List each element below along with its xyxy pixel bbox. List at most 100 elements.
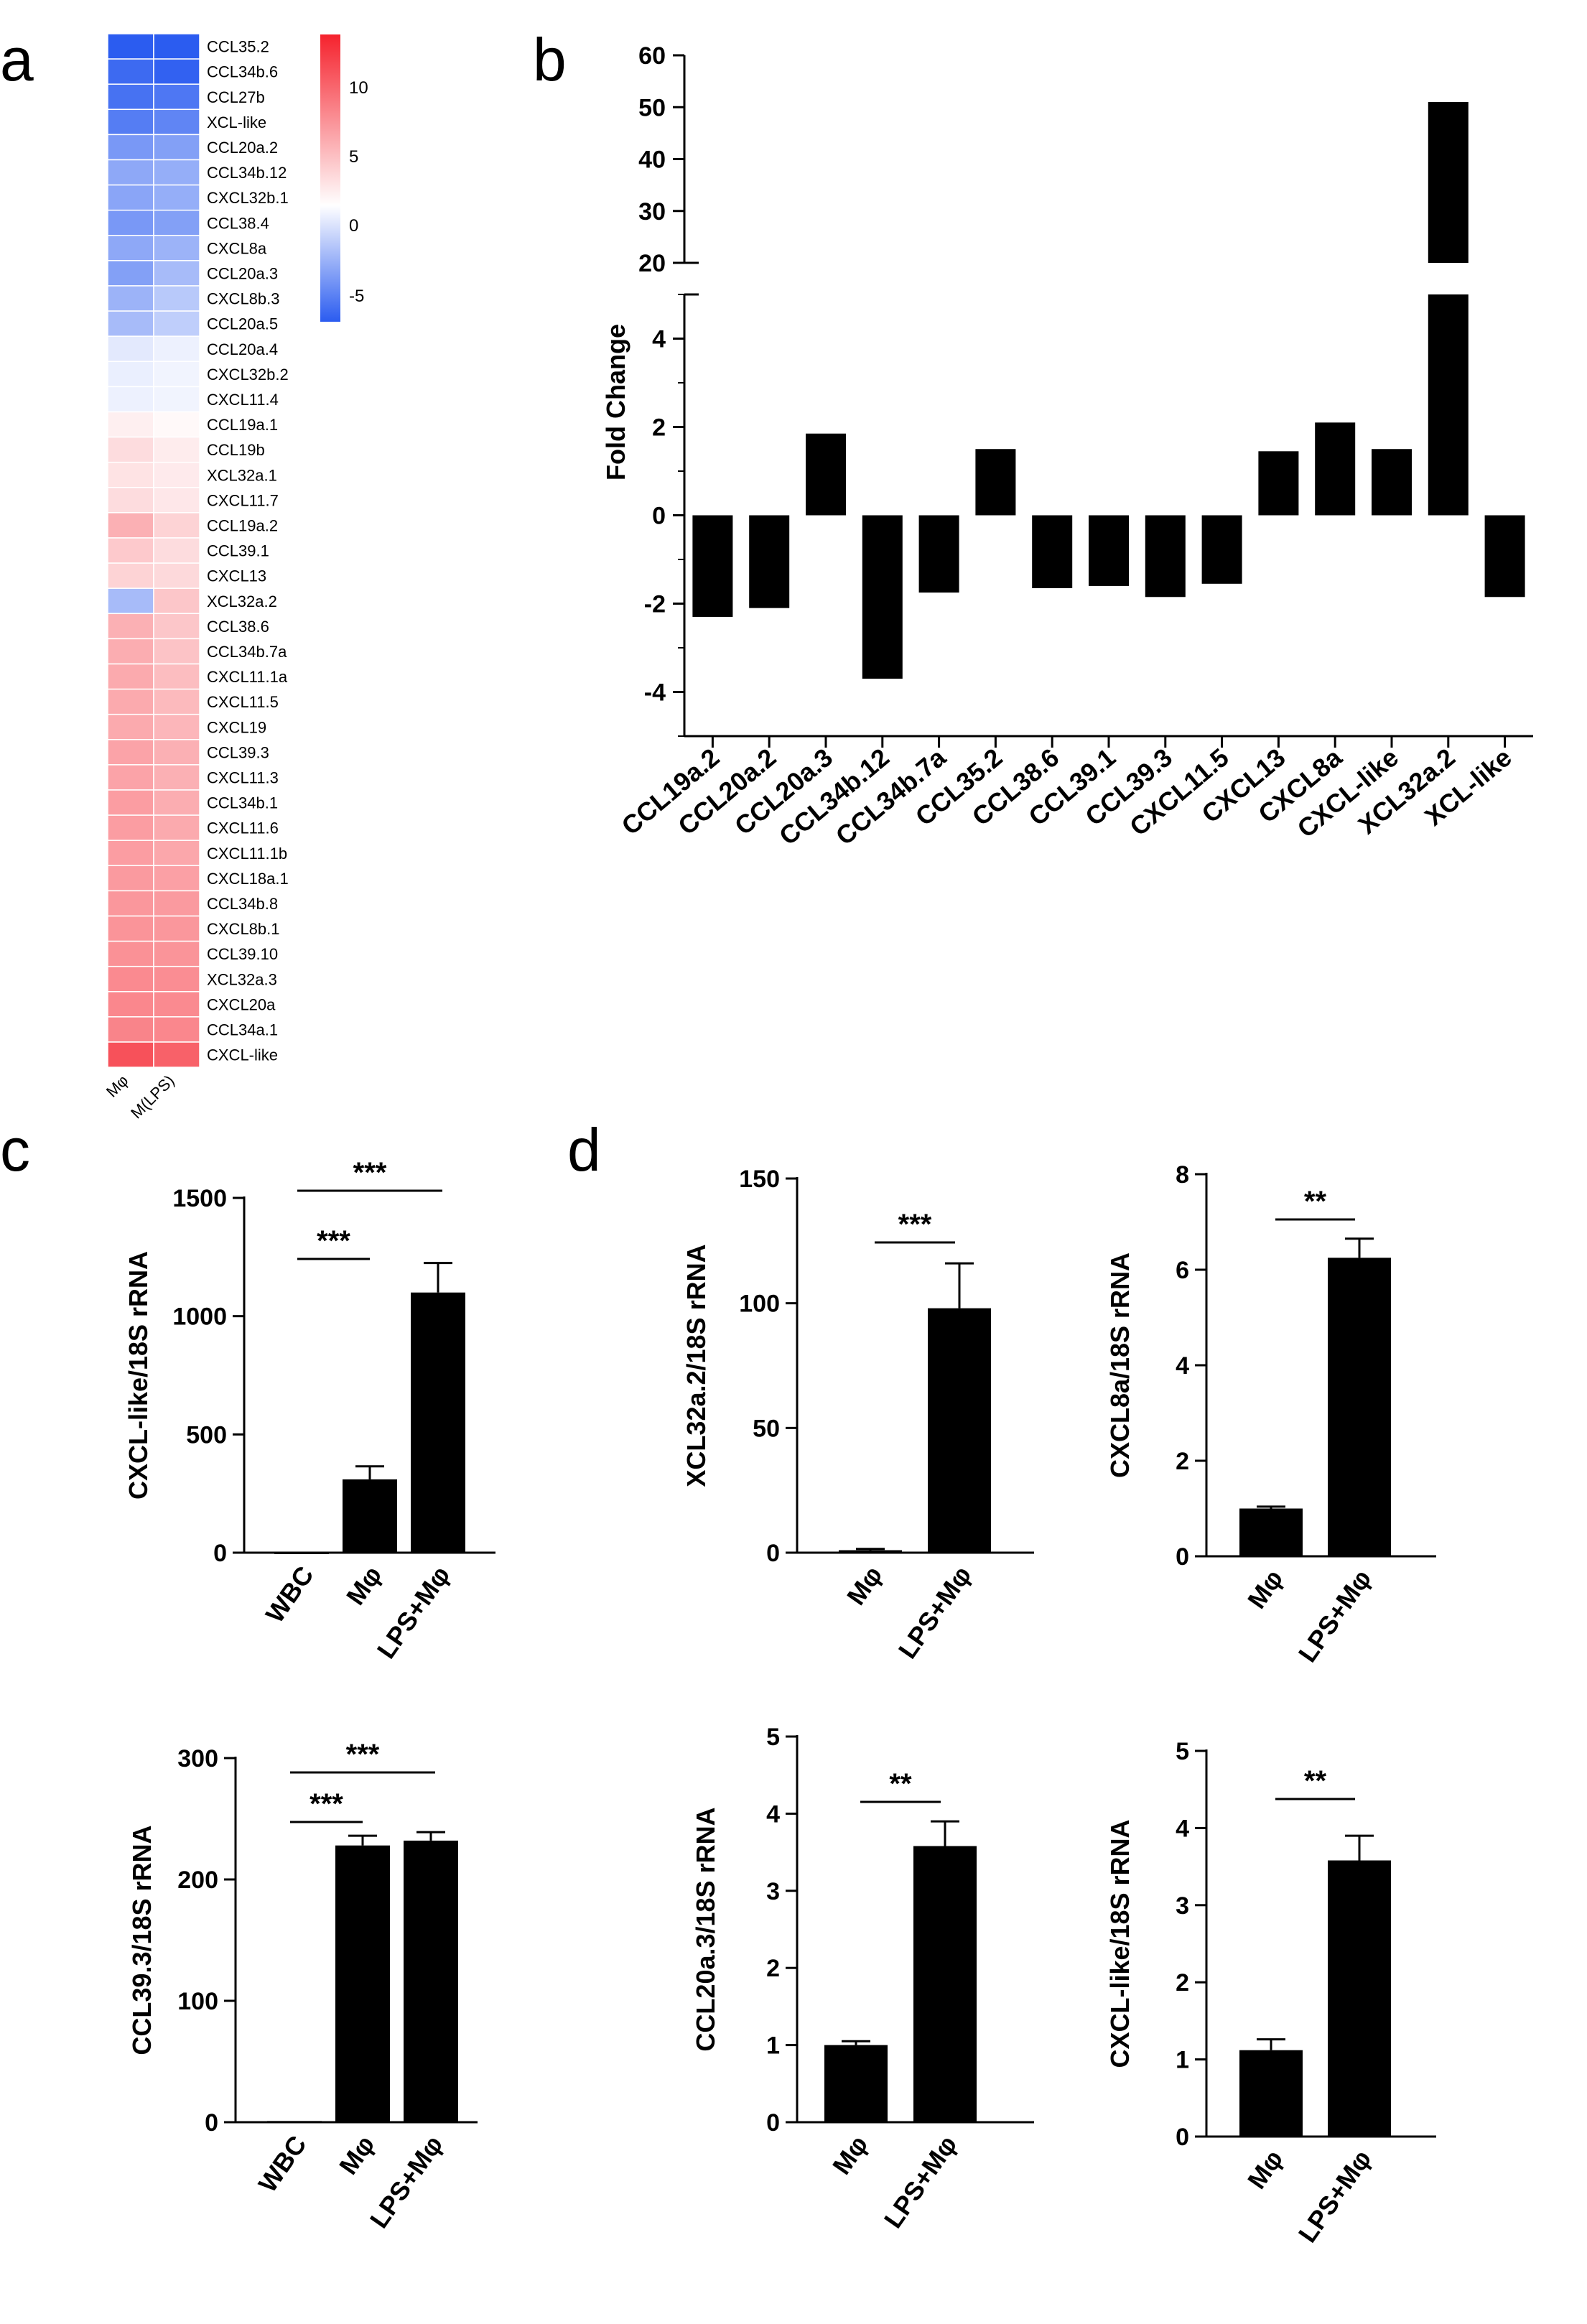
y-tick-label: 20 bbox=[638, 250, 666, 277]
heatmap-row-label: CXCL11.7 bbox=[207, 491, 279, 509]
heatmap-row-label: XCL32a.1 bbox=[207, 466, 277, 484]
bar-mphi bbox=[824, 2045, 888, 2122]
bar-ccl35-2 bbox=[975, 449, 1016, 516]
bar-cxcl8a bbox=[1315, 422, 1356, 516]
x-tick-label: WBC bbox=[253, 2130, 312, 2198]
heatmap-cell bbox=[107, 688, 154, 715]
heatmap-cell bbox=[153, 184, 200, 211]
bar-xcl-like bbox=[1484, 515, 1525, 598]
bar-mphi bbox=[1239, 1508, 1303, 1556]
heatmap-row-label: XCL32a.3 bbox=[207, 970, 277, 988]
heatmap-row-label: CCL27b bbox=[207, 88, 265, 106]
heatmap-row-label: CCL20a.4 bbox=[207, 340, 278, 358]
y-axis-label: CXCL8a/18S rRNA bbox=[1105, 1252, 1135, 1478]
y-tick-label: -2 bbox=[644, 591, 666, 618]
heatmap-cell bbox=[107, 285, 154, 312]
bar-lps-mphi bbox=[1328, 1860, 1391, 2137]
bar-xcl32a-2-upper bbox=[1428, 102, 1469, 263]
x-tick-label: LPS+Mφ bbox=[878, 2130, 963, 2234]
y-axis-label: CCL20a.3/18S rRNA bbox=[691, 1807, 720, 2051]
heatmap-column-label: M(LPS) bbox=[127, 1072, 177, 1122]
y-tick-label: 50 bbox=[753, 1415, 780, 1442]
heatmap-cell bbox=[153, 713, 200, 740]
xcl32a-2-chart: 0 50 100 150 XCL32a.2/18S rRNA Mφ LPS+Mφ *** bbox=[681, 1166, 1034, 1664]
y-tick-label: 4 bbox=[1176, 1352, 1189, 1380]
significance-label: ** bbox=[889, 1768, 912, 1800]
heatmap-cell bbox=[153, 915, 200, 942]
heatmap-cell bbox=[107, 335, 154, 363]
heatmap-cell bbox=[107, 991, 154, 1018]
y-tick-label: 1000 bbox=[172, 1303, 227, 1331]
panel-letter-c: c bbox=[0, 1116, 30, 1184]
y-axis-label: CXCL-like/18S rRNA bbox=[1105, 1819, 1135, 2068]
bar-mphi bbox=[335, 1845, 390, 2122]
heatmap-cell bbox=[107, 134, 154, 161]
heatmap-cell bbox=[107, 1016, 154, 1043]
heatmap-cell bbox=[153, 461, 200, 488]
heatmap-cell bbox=[153, 58, 200, 85]
heatmap-cell bbox=[107, 739, 154, 766]
y-tick-label: 0 bbox=[213, 1540, 227, 1567]
heatmap-cell bbox=[153, 764, 200, 791]
panel-letter-a: a bbox=[0, 26, 34, 93]
heatmap-cell bbox=[107, 562, 154, 589]
y-tick-label: 100 bbox=[177, 1988, 218, 2015]
heatmap-cell bbox=[107, 487, 154, 513]
heatmap-row-label: CCL34b.12 bbox=[207, 164, 287, 182]
heatmap-cell bbox=[107, 411, 154, 438]
cxcl8a-chart: 0 2 4 6 8 CXCL8a/18S rRNA Mφ LPS+Mφ ** bbox=[1105, 1161, 1436, 1668]
heatmap-cell bbox=[107, 638, 154, 665]
bar-ccl38-6 bbox=[1032, 515, 1073, 588]
bar-lps-mphi bbox=[411, 1292, 465, 1553]
y-tick-label: 0 bbox=[766, 1540, 780, 1567]
bar-cxcl-like bbox=[1372, 449, 1412, 516]
heatmap-row-label: CCL39.10 bbox=[207, 945, 278, 963]
heatmap-cell bbox=[107, 310, 154, 337]
heatmap-row-label: CCL39.1 bbox=[207, 542, 269, 560]
heatmap-cell bbox=[153, 411, 200, 438]
bar-ccl19a-2 bbox=[692, 515, 733, 617]
y-tick-label: 4 bbox=[766, 1800, 780, 1828]
heatmap-cell bbox=[107, 789, 154, 816]
heatmap-cell bbox=[153, 260, 200, 287]
y-tick-label: 500 bbox=[186, 1421, 227, 1449]
heatmap-cell bbox=[107, 361, 154, 388]
y-tick-label: 300 bbox=[177, 1745, 218, 1772]
colorbar-tick-label: 5 bbox=[349, 147, 358, 167]
y-tick-label: 60 bbox=[638, 42, 666, 70]
significance-label: *** bbox=[353, 1157, 387, 1189]
heatmap-cell bbox=[153, 33, 200, 60]
heatmap-cell bbox=[107, 1041, 154, 1068]
heatmap-row-label: XCL-like bbox=[207, 113, 266, 131]
bar-ccl39-1 bbox=[1089, 515, 1129, 586]
x-tick-label: Mφ bbox=[1242, 2144, 1289, 2194]
heatmap-cell bbox=[107, 386, 154, 413]
heatmap-cell bbox=[153, 108, 200, 136]
heatmap-row-label: CXCL19 bbox=[207, 718, 266, 736]
bar-ccl39-3 bbox=[1145, 515, 1186, 598]
colorbar-tick-label: 10 bbox=[349, 78, 368, 98]
heatmap-cell bbox=[107, 865, 154, 892]
x-tick-label: Mφ bbox=[1242, 1564, 1289, 1614]
y-tick-label: 4 bbox=[1176, 1815, 1189, 1842]
heatmap-row-label: XCL32a.2 bbox=[207, 592, 277, 610]
heatmap-row-label: CXCL11.4 bbox=[207, 391, 279, 409]
significance-label: ** bbox=[1304, 1765, 1327, 1797]
significance-label: *** bbox=[898, 1209, 932, 1240]
heatmap-cell bbox=[153, 209, 200, 236]
heatmap-cell bbox=[153, 537, 200, 564]
heatmap-cell bbox=[153, 512, 200, 539]
panel-letter-b: b bbox=[533, 26, 567, 93]
heatmap-cell bbox=[107, 940, 154, 967]
heatmap-cell bbox=[153, 83, 200, 111]
bar-lps-mphi bbox=[1328, 1258, 1391, 1556]
bar-wbc bbox=[267, 2121, 322, 2123]
heatmap-cell bbox=[107, 537, 154, 564]
heatmap-cell bbox=[153, 134, 200, 161]
heatmap-row-label: CCL34b.1 bbox=[207, 794, 278, 812]
heatmap-cell bbox=[153, 663, 200, 690]
bar-cxcl13 bbox=[1258, 451, 1299, 516]
